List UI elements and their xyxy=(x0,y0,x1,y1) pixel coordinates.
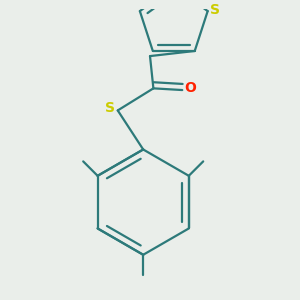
Text: S: S xyxy=(210,3,220,17)
Text: S: S xyxy=(105,101,115,115)
Text: O: O xyxy=(184,81,196,95)
